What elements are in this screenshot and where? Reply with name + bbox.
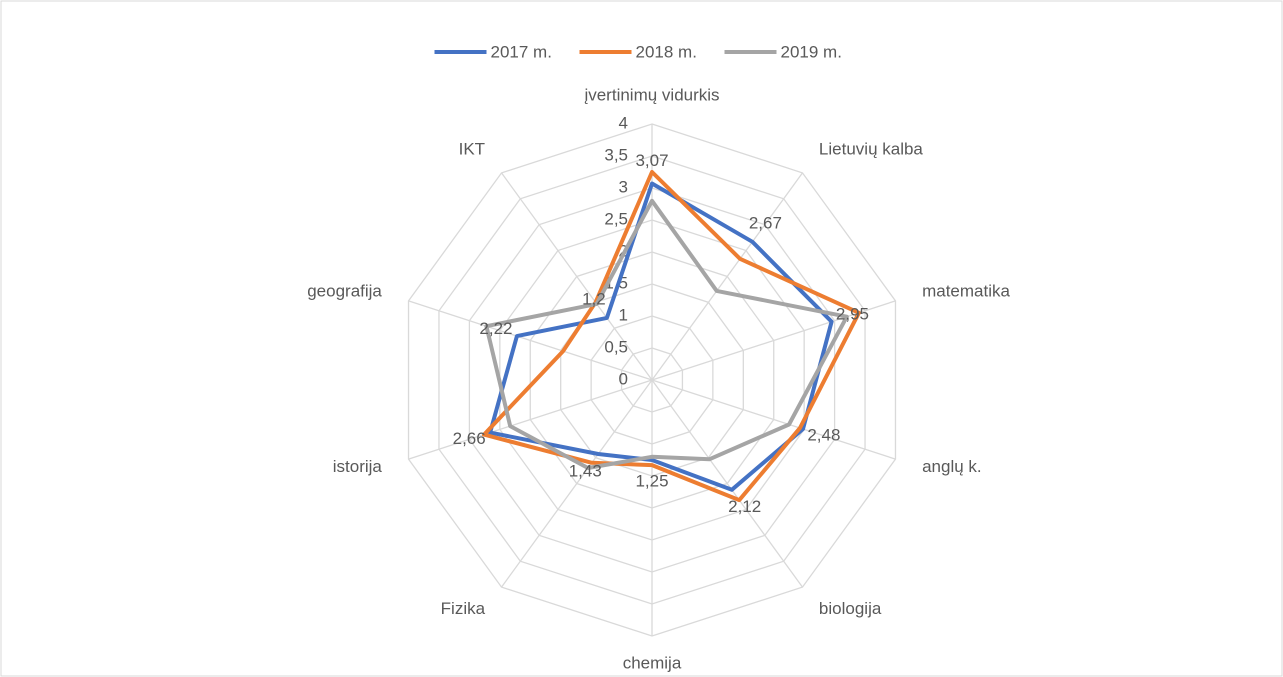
category-label: matematika [922,282,1010,301]
r-tick-label: 3 [619,177,628,196]
legend-label: 2017 m. [491,42,552,61]
category-label: biologija [819,599,882,618]
r-tick-label: 1 [619,305,628,324]
value-label: 2,48 [807,425,840,444]
spoke [651,379,896,460]
spoke [651,300,896,381]
value-label: 2,22 [479,319,512,338]
spoke [408,379,653,460]
r-tick-label: 3,5 [604,145,628,164]
legend-label: 2018 m. [636,42,697,61]
series-line [484,198,849,470]
r-tick-label: 4 [619,113,628,132]
spoke [501,172,653,381]
category-label: istorija [333,457,383,476]
value-label: 2,95 [836,304,869,323]
category-label: Lietuvių kalba [819,140,924,159]
category-label: chemija [623,653,682,672]
value-label: 2,67 [749,213,782,232]
value-label: 1,25 [635,471,668,490]
r-tick-label: 0 [619,369,628,388]
category-label: Fizika [441,599,486,618]
value-label: 1,43 [569,461,602,480]
category-label: geografija [307,282,382,301]
value-label: 2,12 [728,497,761,516]
category-label: IKT [459,140,485,159]
value-label: 3,07 [635,151,668,170]
spoke [501,379,653,588]
series-line [482,170,861,503]
value-label: 2,66 [453,429,486,448]
category-label: įvertinimų vidurkis [584,85,719,104]
spoke [651,379,803,588]
r-tick-label: 0,5 [604,337,628,356]
value-label: 1,2 [582,290,606,309]
legend-label: 2019 m. [781,42,842,61]
series-line [488,181,834,492]
spoke [651,172,803,381]
r-tick-label: 2,5 [604,209,628,228]
spoke [408,300,653,381]
category-label: anglų k. [922,457,982,476]
